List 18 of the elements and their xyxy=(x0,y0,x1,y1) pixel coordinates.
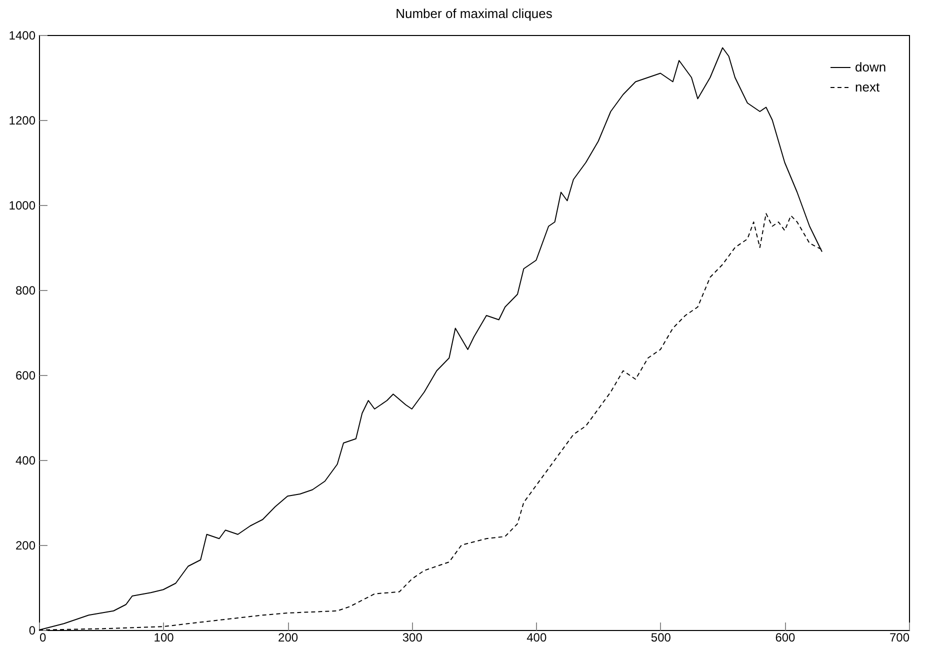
x-tick-label: 700 xyxy=(889,630,910,644)
y-tick-label: 1400 xyxy=(8,28,36,42)
x-tick-label: 200 xyxy=(278,630,298,644)
x-tick-label: 500 xyxy=(650,630,672,644)
y-tick-label: 200 xyxy=(15,538,36,552)
x-tick-label: 100 xyxy=(154,630,174,644)
legend-label: next xyxy=(855,80,880,94)
y-tick-label: 1200 xyxy=(8,114,36,128)
chart-title: Number of maximal cliques xyxy=(396,6,553,21)
y-tick-label: 400 xyxy=(15,454,36,468)
x-tick-label: 600 xyxy=(775,630,796,644)
legend-label: down xyxy=(855,60,886,74)
y-tick-label: 800 xyxy=(15,284,36,298)
x-tick-label: 0 xyxy=(40,630,46,644)
y-tick-label: 600 xyxy=(15,368,36,382)
x-tick-label: 400 xyxy=(526,630,547,644)
x-tick-label: 300 xyxy=(402,630,423,644)
y-tick-label: 1000 xyxy=(8,198,36,212)
